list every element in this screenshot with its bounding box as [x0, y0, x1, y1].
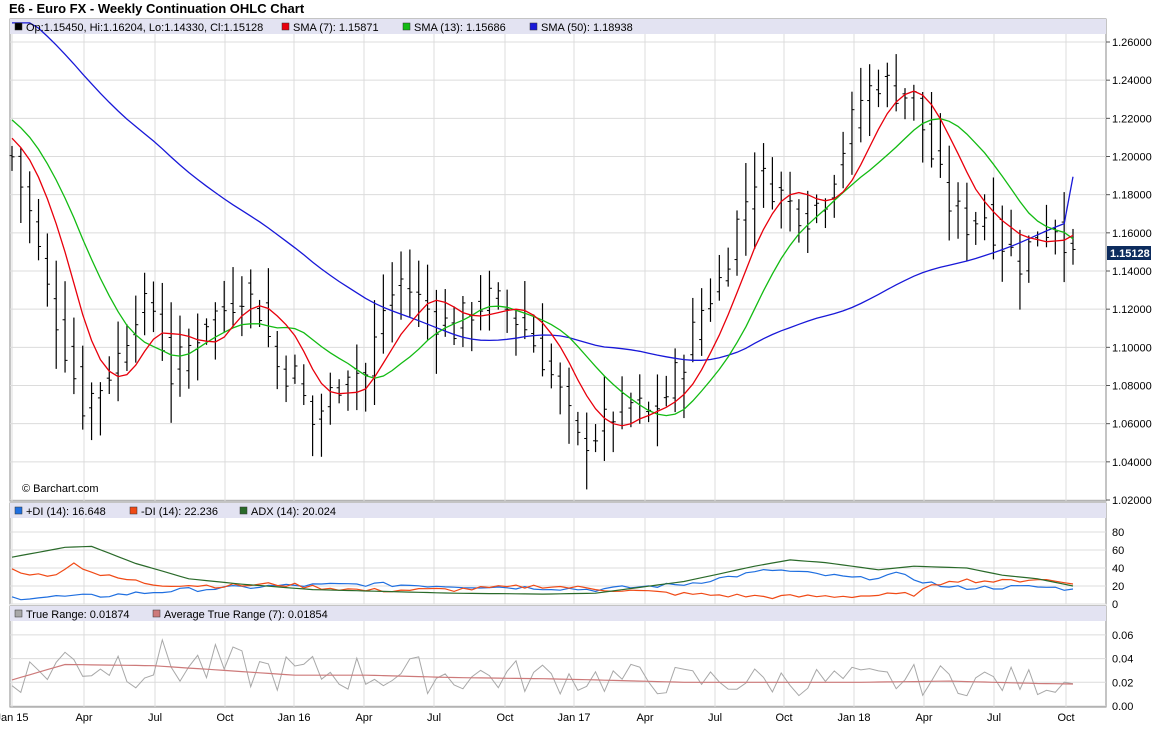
tr-tick-label: 0.04 — [1112, 654, 1133, 666]
x-tick-label: Apr — [636, 712, 653, 724]
atr-line — [11, 663, 1074, 685]
dmi-legend-label: +DI (14): 16.648 — [26, 506, 106, 518]
dmi-tick-label: 20 — [1112, 581, 1124, 593]
dmi-legend-swatch — [239, 506, 248, 515]
x-tick-label: Jul — [427, 712, 441, 724]
true-range-line — [11, 638, 1074, 697]
x-tick-label: Oct — [496, 712, 513, 724]
dmi-panel-frame — [9, 502, 1107, 605]
x-tick-label: Apr — [75, 712, 92, 724]
x-tick-label: Oct — [216, 712, 233, 724]
x-tick-label: Apr — [355, 712, 372, 724]
x-tick-label: Oct — [1057, 712, 1074, 724]
watermark: © Barchart.com — [22, 483, 99, 495]
last-price-label: 1.15128 — [1110, 248, 1150, 260]
price-tick-label: 1.24000 — [1112, 75, 1152, 87]
adx-line — [11, 545, 1074, 595]
x-tick-label: Jan 17 — [557, 712, 590, 724]
tr-legend-bar — [10, 606, 1106, 621]
tr-legend-label: True Range: 0.01874 — [26, 609, 130, 621]
price-tick-label: 1.20000 — [1112, 152, 1152, 164]
tr-tick-label: 0.06 — [1112, 630, 1133, 642]
tr-tick-label: 0.02 — [1112, 677, 1133, 689]
price-panel-frame — [9, 18, 1107, 502]
x-tick-label: Jul — [148, 712, 162, 724]
price-tick-label: 1.10000 — [1112, 342, 1152, 354]
dmi-tick-label: 0 — [1112, 599, 1118, 611]
dmi-legend-label: ADX (14): 20.024 — [251, 506, 336, 518]
sma13-line — [11, 118, 1074, 417]
price-tick-label: 1.04000 — [1112, 457, 1152, 469]
dmi-tick-label: 80 — [1112, 527, 1124, 539]
sma7-line — [11, 90, 1074, 427]
x-tick-label: Jan 15 — [0, 712, 29, 724]
price-tick-label: 1.08000 — [1112, 381, 1152, 393]
price-tick-label: 1.14000 — [1112, 266, 1152, 278]
price-tick-label: 1.26000 — [1112, 37, 1152, 49]
dmi-legend-swatch — [14, 506, 23, 515]
price-tick-label: 1.16000 — [1112, 228, 1152, 240]
x-tick-label: Jul — [987, 712, 1001, 724]
price-tick-label: 1.06000 — [1112, 419, 1152, 431]
price-legend-swatch — [529, 22, 538, 31]
dmi-tick-label: 60 — [1112, 545, 1124, 557]
price-tick-label: 1.18000 — [1112, 190, 1152, 202]
price-tick-label: 1.12000 — [1112, 304, 1152, 316]
dmi-tick-label: 40 — [1112, 563, 1124, 575]
price-tick-label: 1.22000 — [1112, 113, 1152, 125]
tr-legend-swatch — [152, 609, 161, 618]
x-tick-label: Oct — [775, 712, 792, 724]
tr-legend-swatch — [14, 609, 23, 618]
x-tick-label: Jul — [708, 712, 722, 724]
price-legend-label: SMA (50): 1.18938 — [541, 22, 633, 34]
last-price-box — [1107, 246, 1151, 260]
x-tick-label: Jan 18 — [837, 712, 870, 724]
price-legend-label: Op:1.15450, Hi:1.16204, Lo:1.14330, Cl:1… — [26, 22, 263, 34]
tr-tick-label: 0.00 — [1112, 701, 1133, 713]
price-legend-label: SMA (7): 1.15871 — [293, 22, 379, 34]
price-legend-swatch — [281, 22, 290, 31]
sma50-line — [12, 22, 1074, 361]
price-legend-label: SMA (13): 1.15686 — [414, 22, 506, 34]
dmi-legend-bar — [10, 503, 1106, 518]
price-legend-swatch — [14, 22, 23, 31]
price-tick-label: 1.02000 — [1112, 495, 1152, 507]
dmi-legend-label: -DI (14): 22.236 — [141, 506, 218, 518]
plus-di-line — [11, 568, 1074, 601]
minus-di-line — [11, 562, 1074, 600]
x-tick-label: Jan 16 — [277, 712, 310, 724]
x-tick-label: Apr — [915, 712, 932, 724]
chart-title: E6 - Euro FX - Weekly Continuation OHLC … — [9, 1, 305, 16]
tr-legend-label: Average True Range (7): 0.01854 — [164, 609, 328, 621]
tr-panel-frame — [9, 605, 1107, 708]
price-legend-swatch — [402, 22, 411, 31]
dmi-legend-swatch — [129, 506, 138, 515]
